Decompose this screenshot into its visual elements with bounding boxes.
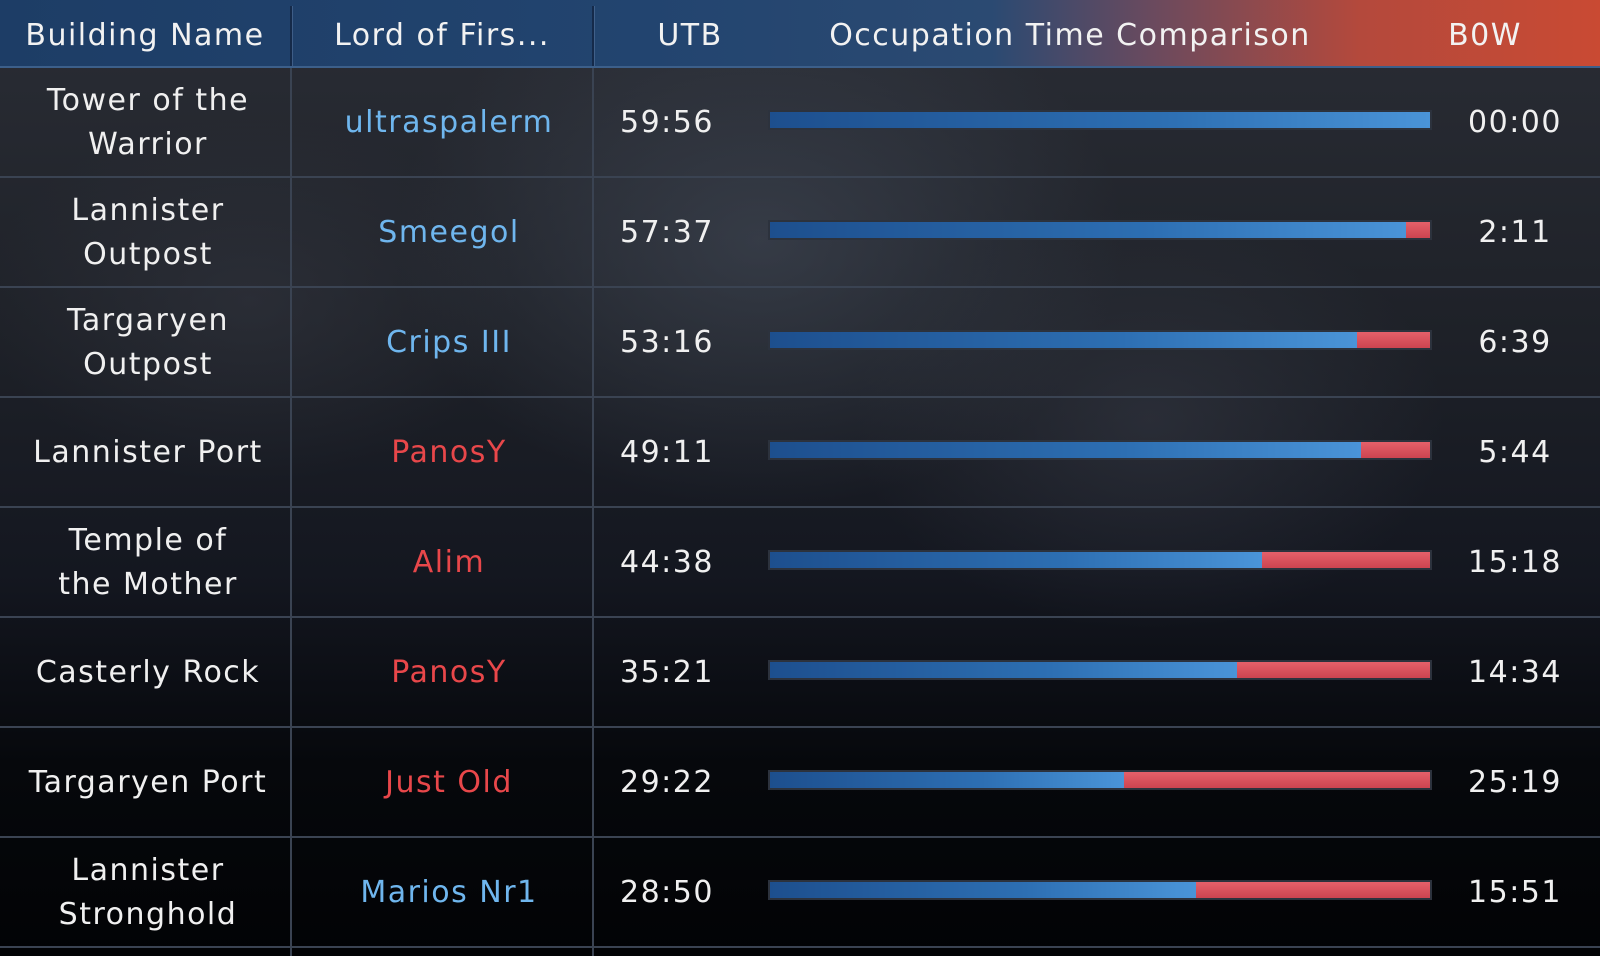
- occupation-bar: [768, 110, 1432, 130]
- utb-bar-segment: [770, 662, 1238, 678]
- utb-bar-segment: [770, 112, 1430, 128]
- header-comparison: Occupation Time Comparison: [829, 18, 1311, 53]
- bow-time: 15:51: [1468, 875, 1562, 910]
- header-separator: [592, 6, 594, 66]
- bow-time: 14:34: [1468, 655, 1562, 690]
- bow-time: 6:39: [1478, 325, 1552, 360]
- bow-bar-segment: [1405, 222, 1430, 238]
- utb-time: 28:50: [620, 875, 714, 910]
- building-name: Targaryen Port: [28, 765, 268, 800]
- occupation-bar: [768, 330, 1432, 350]
- utb-time: 57:37: [620, 215, 714, 250]
- bow-time: 5:44: [1478, 435, 1552, 470]
- bow-time: 25:19: [1468, 765, 1562, 800]
- header-lord[interactable]: Lord of Firs...: [334, 18, 550, 53]
- utb-time: 35:21: [620, 655, 714, 690]
- table-row[interactable]: Temple of the Mother Alim 44:38 15:18: [0, 508, 1600, 618]
- bow-bar-segment: [1195, 882, 1430, 898]
- table-row[interactable]: Tower of the Warrior ultraspalerm 59:56 00:…: [0, 68, 1600, 178]
- occupation-bar: [768, 880, 1432, 900]
- utb-time: 29:22: [620, 765, 714, 800]
- occupation-bar: [768, 660, 1432, 680]
- bow-time: 00:00: [1468, 105, 1562, 140]
- lord-name[interactable]: PanosY: [391, 435, 507, 470]
- building-name: Lannister Outpost: [71, 193, 225, 272]
- lord-name[interactable]: Alim: [412, 545, 486, 580]
- utb-bar-segment: [770, 882, 1196, 898]
- building-name: Casterly Rock: [35, 655, 261, 690]
- bow-bar-segment: [1361, 442, 1430, 458]
- table-header: Building Name Lord of Firs... UTB Occupa…: [0, 0, 1600, 68]
- bow-time: 15:18: [1468, 545, 1562, 580]
- utb-time: 59:56: [620, 105, 714, 140]
- column-divider: [592, 68, 594, 956]
- column-divider: [290, 68, 292, 956]
- lord-name[interactable]: ultraspalerm: [344, 105, 554, 140]
- bow-bar-segment: [1261, 552, 1430, 568]
- table-row[interactable]: Lannister Outpost Smeegol 57:37 2:11: [0, 178, 1600, 288]
- building-name: Lannister Port: [33, 435, 263, 470]
- occupation-bar: [768, 770, 1432, 790]
- header-utb[interactable]: UTB: [657, 18, 723, 53]
- table-row[interactable]: Targaryen Port Just Old 29:22 25:19: [0, 728, 1600, 838]
- utb-bar-segment: [770, 552, 1262, 568]
- bow-bar-segment: [1124, 772, 1430, 788]
- utb-time: 49:11: [620, 435, 714, 470]
- lord-name[interactable]: PanosY: [391, 655, 507, 690]
- occupation-bar: [768, 440, 1432, 460]
- table-row[interactable]: Targaryen Outpost Crips III 53:16 6:39: [0, 288, 1600, 398]
- lord-name[interactable]: Smeegol: [378, 215, 520, 250]
- building-name: Temple of the Mother: [58, 523, 238, 602]
- bow-bar-segment: [1356, 332, 1430, 348]
- occupation-bar: [768, 220, 1432, 240]
- lord-name[interactable]: Marios Nr1: [360, 875, 538, 910]
- utb-time: 53:16: [620, 325, 714, 360]
- utb-bar-segment: [770, 332, 1357, 348]
- occupation-bar: [768, 550, 1432, 570]
- lord-name[interactable]: Crips III: [386, 325, 512, 360]
- table-row[interactable]: Lannister Port PanosY 49:11 5:44: [0, 398, 1600, 508]
- building-name: Tower of the Warrior: [46, 83, 250, 162]
- bow-time: 2:11: [1478, 215, 1552, 250]
- table-row[interactable]: Lannister Stronghold Marios Nr1 28:50 15:51: [0, 838, 1600, 948]
- utb-bar-segment: [770, 222, 1406, 238]
- table-row[interactable]: Casterly Rock PanosY 35:21 14:34: [0, 618, 1600, 728]
- header-separator: [290, 6, 292, 66]
- header-building-name[interactable]: Building Name: [25, 18, 265, 53]
- utb-bar-segment: [770, 772, 1125, 788]
- building-name: Targaryen Outpost: [66, 303, 230, 382]
- utb-time: 44:38: [620, 545, 714, 580]
- bow-bar-segment: [1237, 662, 1430, 678]
- header-bow[interactable]: B0W: [1448, 18, 1522, 53]
- utb-bar-segment: [770, 442, 1362, 458]
- building-name: Lannister Stronghold: [58, 853, 238, 932]
- lord-name[interactable]: Just Old: [385, 765, 513, 800]
